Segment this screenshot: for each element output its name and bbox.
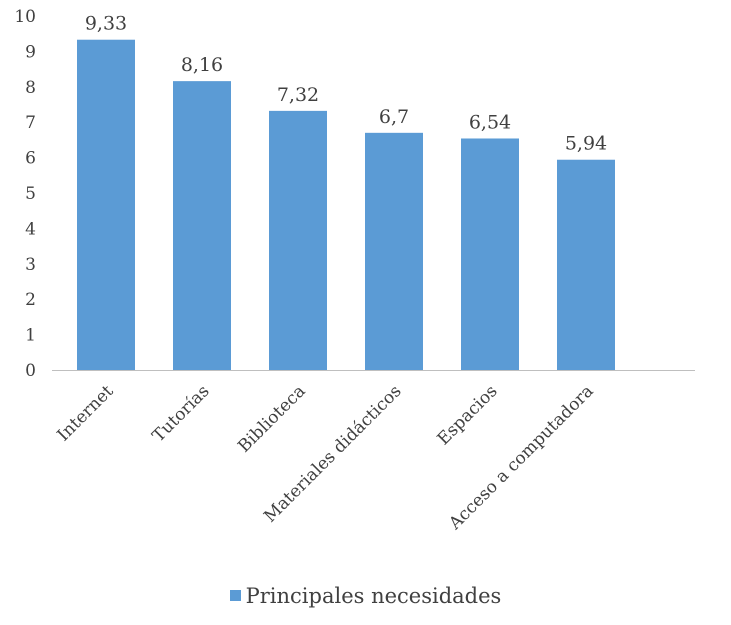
y-axis-ticks: 0 1 2 3 4 5 6 7 8 9 10 [14,7,36,381]
data-label: 6,54 [469,111,511,133]
bar [269,110,327,370]
y-tick-label: 10 [14,7,36,27]
legend: Principales necesidades [0,583,731,609]
bar [173,81,231,371]
y-tick-label: 4 [25,219,36,239]
data-label: 9,33 [85,13,127,35]
data-label: 5,94 [565,133,607,155]
x-tick-label: Espacios [434,381,502,449]
data-label: 8,16 [181,54,223,76]
x-tick-label: Biblioteca [234,381,309,456]
y-tick-label: 3 [25,255,36,275]
legend-swatch [229,590,241,601]
bars [77,39,615,371]
bar [365,132,423,370]
y-tick-label: 6 [25,149,36,169]
bar [557,159,615,370]
y-tick-label: 0 [25,361,36,381]
data-labels: 9,33 8,16 7,32 6,7 6,54 5,94 [85,13,607,155]
data-label: 7,32 [277,84,319,106]
legend-label: Principales necesidades [245,584,502,608]
y-tick-label: 5 [25,184,36,204]
bar [461,138,519,370]
y-tick-label: 1 [25,326,36,346]
bar [77,39,135,371]
y-tick-label: 8 [25,78,36,98]
x-tick-label: Internet [54,381,118,445]
x-tick-label: Tutorías [149,381,214,446]
y-tick-label: 2 [25,290,36,310]
y-tick-label: 7 [25,113,36,133]
y-tick-label: 9 [25,42,36,62]
data-label: 6,7 [379,106,409,128]
